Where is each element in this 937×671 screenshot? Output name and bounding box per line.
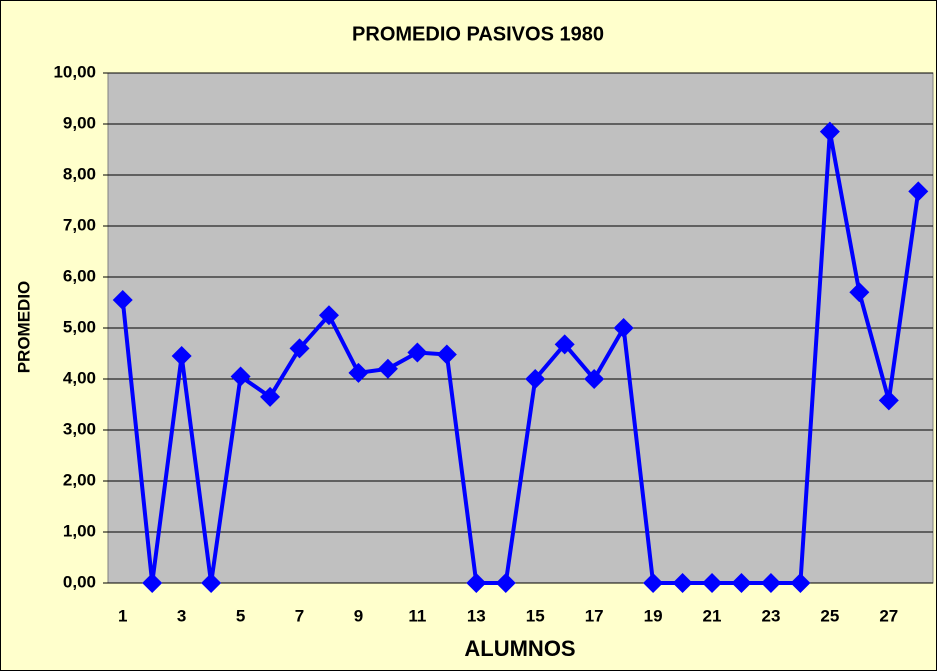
series-line [120, 131, 921, 585]
x-tick-label: 9 [354, 606, 363, 625]
y-tick-label: 0,00 [63, 572, 96, 591]
data-point [790, 573, 811, 593]
data-point [702, 573, 723, 593]
data-point [112, 289, 133, 310]
data-point [201, 573, 222, 593]
x-tick-label: 19 [644, 606, 663, 625]
data-point [584, 369, 605, 389]
data-point [171, 346, 192, 367]
y-tick-label: 9,00 [63, 113, 96, 132]
x-tick-label: 7 [295, 606, 304, 625]
data-point [377, 358, 398, 379]
data-point [760, 573, 781, 593]
data-point [525, 369, 546, 389]
y-tick-label: 3,00 [63, 419, 96, 438]
x-tick-label: 17 [585, 606, 604, 625]
x-tick-label: 23 [761, 606, 780, 625]
x-tick-label: 21 [703, 606, 722, 625]
data-point [466, 573, 487, 593]
data-point [230, 366, 251, 387]
data-point [318, 305, 339, 326]
x-tick-label: 25 [820, 606, 839, 625]
y-tick-label: 10,00 [53, 62, 96, 81]
data-point [908, 181, 929, 202]
x-tick-label: 1 [118, 606, 127, 625]
y-axis-label: PROMEDIO [14, 281, 33, 374]
y-tick-label: 1,00 [63, 521, 96, 540]
data-point [348, 362, 369, 383]
x-tick-label: 3 [177, 606, 186, 625]
data-point [436, 344, 457, 365]
data-point [819, 121, 840, 142]
x-tick-label: 15 [526, 606, 545, 625]
x-tick-label: 5 [236, 606, 245, 625]
y-tick-label: 2,00 [63, 470, 96, 489]
y-tick-label: 5,00 [63, 317, 96, 336]
data-point [672, 573, 693, 593]
data-point [142, 573, 163, 593]
data-point [643, 573, 664, 593]
x-tick-label: 27 [879, 606, 898, 625]
x-axis-label: ALUMNOS [464, 636, 575, 661]
y-tick-label: 6,00 [63, 266, 96, 285]
chart-title: PROMEDIO PASIVOS 1980 [352, 23, 604, 45]
x-tick-label: 11 [408, 606, 426, 625]
y-tick-label: 4,00 [63, 368, 96, 387]
data-point [554, 334, 575, 355]
data-point [495, 573, 516, 593]
data-point [878, 390, 899, 411]
data-point [613, 318, 634, 338]
data-point [260, 386, 281, 407]
y-tick-label: 7,00 [63, 215, 96, 234]
data-point [849, 282, 870, 303]
x-tick-label: 13 [467, 606, 486, 625]
data-point [289, 338, 310, 359]
y-tick-label: 8,00 [63, 164, 96, 183]
data-point [731, 573, 752, 593]
data-point [407, 342, 428, 363]
